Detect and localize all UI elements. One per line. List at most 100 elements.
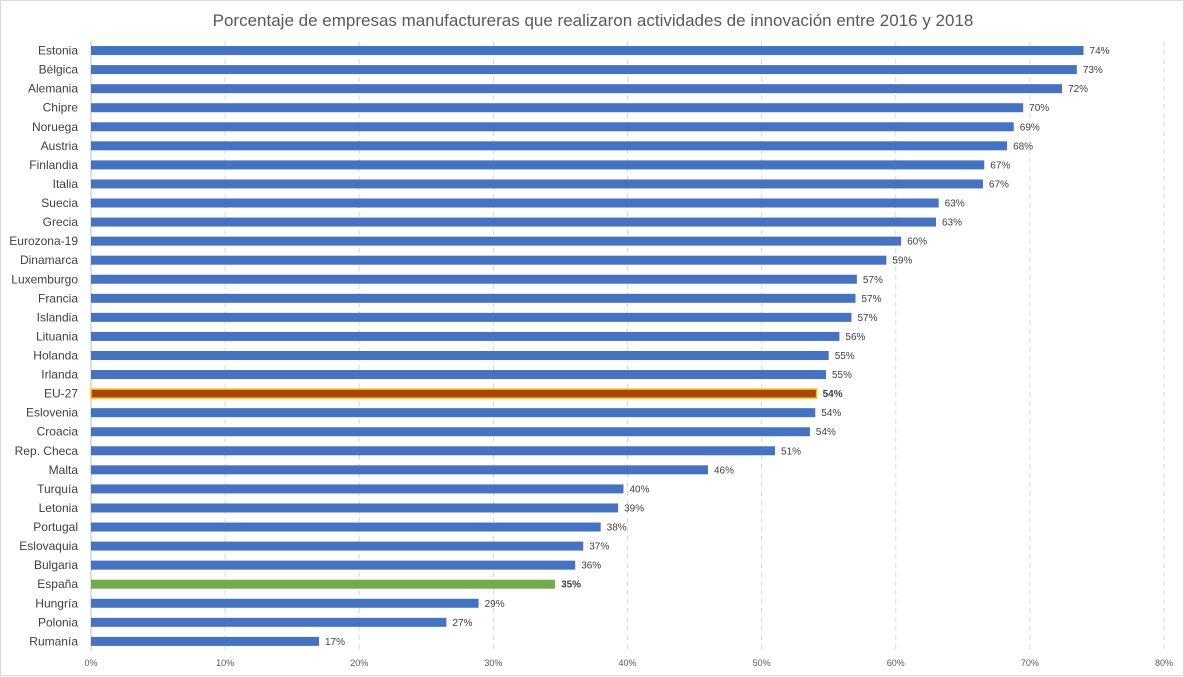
bar xyxy=(91,598,479,608)
data-label: 57% xyxy=(862,294,882,305)
value-labels: 74%73%72%70%69%68%67%67%63%63%60%59%57%5… xyxy=(325,46,1110,648)
category-label: EU-27 xyxy=(44,387,78,401)
bar xyxy=(91,503,619,513)
bar xyxy=(91,560,576,570)
bar xyxy=(91,312,852,322)
category-label: Letonia xyxy=(39,501,79,515)
chart-title: Porcentaje de empresas manufactureras qu… xyxy=(213,11,974,30)
category-label: Rep. Checa xyxy=(15,444,79,458)
category-label: Malta xyxy=(49,463,79,477)
x-tick-label: 40% xyxy=(618,658,636,668)
data-label: 57% xyxy=(857,313,877,324)
bar xyxy=(91,636,320,646)
category-labels: Estonia Bélgica Alemania Chipre Noruega Austr… xyxy=(9,44,78,649)
x-tick-label: 70% xyxy=(1021,658,1039,668)
data-label: 69% xyxy=(1020,122,1040,133)
bar xyxy=(91,274,857,284)
data-label: 37% xyxy=(589,542,609,553)
x-tick-label: 30% xyxy=(484,658,502,668)
x-tick-label: 10% xyxy=(216,658,234,668)
bar xyxy=(91,103,1024,113)
data-label: 56% xyxy=(845,332,865,343)
x-axis-ticks: 0% 10% 20% 30% 40% 50% 60% 70% 80% xyxy=(84,658,1173,668)
category-label: Grecia xyxy=(43,215,79,229)
data-label: 68% xyxy=(1013,141,1033,152)
bar xyxy=(91,331,840,341)
bar xyxy=(91,427,810,437)
bar xyxy=(91,122,1014,132)
bar xyxy=(91,65,1077,75)
category-label: Turquía xyxy=(37,482,78,496)
data-label: 55% xyxy=(835,351,855,362)
x-tick-label: 60% xyxy=(887,658,905,668)
category-label: España xyxy=(37,577,78,591)
x-tick-label: 0% xyxy=(84,658,97,668)
category-label: Polonia xyxy=(38,615,78,629)
data-label: 36% xyxy=(581,561,601,572)
category-label: Francia xyxy=(38,291,78,305)
category-label: Eslovaquia xyxy=(19,539,78,553)
category-label: Hungría xyxy=(35,596,78,610)
category-label: Suecia xyxy=(41,196,78,210)
data-label: 60% xyxy=(907,237,927,248)
data-label: 63% xyxy=(945,199,965,210)
category-label: Finlandia xyxy=(29,158,78,172)
bars xyxy=(90,46,1084,646)
bar xyxy=(91,522,601,532)
category-label: Bélgica xyxy=(39,63,79,77)
data-label: 29% xyxy=(485,599,505,610)
category-label: Portugal xyxy=(33,520,78,534)
data-label: 46% xyxy=(714,465,734,476)
category-label: Bulgaria xyxy=(34,558,78,572)
bar xyxy=(91,484,624,494)
data-label: 54% xyxy=(821,408,841,419)
data-label: 74% xyxy=(1090,46,1110,57)
data-label: 35% xyxy=(561,580,581,591)
data-label: 55% xyxy=(832,370,852,381)
bar xyxy=(91,541,584,551)
data-label: 27% xyxy=(452,618,472,629)
bar xyxy=(90,388,818,399)
data-label: 70% xyxy=(1029,103,1049,114)
data-label: 67% xyxy=(990,160,1010,171)
bar xyxy=(91,46,1084,56)
x-tick-label: 80% xyxy=(1155,658,1173,668)
bar xyxy=(91,141,1008,151)
category-label: Dinamarca xyxy=(20,253,78,267)
data-label: 59% xyxy=(892,256,912,267)
data-label: 57% xyxy=(863,275,883,286)
data-label: 40% xyxy=(629,484,649,495)
data-label: 54% xyxy=(816,427,836,438)
category-label: Austria xyxy=(41,139,79,153)
bar xyxy=(91,179,983,189)
category-label: Chipre xyxy=(43,101,79,115)
data-label: 67% xyxy=(989,179,1009,190)
data-label: 51% xyxy=(781,446,801,457)
bar xyxy=(91,350,829,360)
category-label: Noruega xyxy=(32,120,78,134)
bar xyxy=(91,236,902,246)
category-label: Rumanía xyxy=(29,634,78,648)
category-label: Alemania xyxy=(28,82,78,96)
bar xyxy=(91,579,556,589)
bar xyxy=(91,370,827,380)
category-label: Eslovenia xyxy=(26,406,78,420)
x-tick-label: 20% xyxy=(350,658,368,668)
category-label: Croacia xyxy=(37,425,79,439)
data-label: 39% xyxy=(624,503,644,514)
bar xyxy=(91,293,856,303)
data-label: 17% xyxy=(325,637,345,648)
bar xyxy=(91,446,776,456)
bar xyxy=(91,465,708,475)
category-label: Eurozona-19 xyxy=(9,234,78,248)
x-tick-label: 50% xyxy=(753,658,771,668)
bar xyxy=(91,408,816,418)
category-label: Irlanda xyxy=(41,368,78,382)
category-label: Lituania xyxy=(36,329,78,343)
bar xyxy=(91,617,447,627)
bar xyxy=(91,217,936,227)
data-label: 72% xyxy=(1068,84,1088,95)
category-label: Holanda xyxy=(33,348,78,362)
